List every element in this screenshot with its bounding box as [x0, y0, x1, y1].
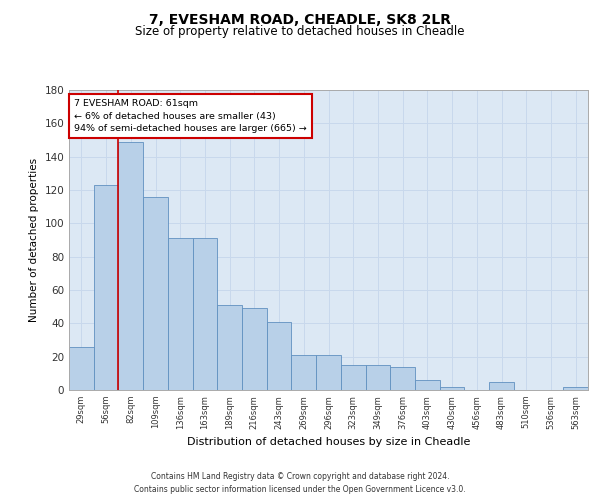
- Bar: [242, 308, 267, 390]
- Text: Contains HM Land Registry data © Crown copyright and database right 2024.
Contai: Contains HM Land Registry data © Crown c…: [134, 472, 466, 494]
- Bar: [292, 355, 316, 390]
- Bar: [118, 142, 143, 390]
- Text: Size of property relative to detached houses in Cheadle: Size of property relative to detached ho…: [135, 25, 465, 38]
- Bar: [440, 386, 464, 390]
- Y-axis label: Number of detached properties: Number of detached properties: [29, 158, 39, 322]
- Bar: [267, 322, 292, 390]
- Text: 7, EVESHAM ROAD, CHEADLE, SK8 2LR: 7, EVESHAM ROAD, CHEADLE, SK8 2LR: [149, 12, 451, 26]
- Bar: [563, 386, 588, 390]
- Bar: [217, 305, 242, 390]
- Bar: [168, 238, 193, 390]
- Bar: [316, 355, 341, 390]
- Bar: [193, 238, 217, 390]
- Bar: [390, 366, 415, 390]
- Bar: [69, 346, 94, 390]
- Bar: [489, 382, 514, 390]
- Bar: [365, 365, 390, 390]
- Bar: [143, 196, 168, 390]
- Text: 7 EVESHAM ROAD: 61sqm
← 6% of detached houses are smaller (43)
94% of semi-detac: 7 EVESHAM ROAD: 61sqm ← 6% of detached h…: [74, 99, 307, 133]
- Bar: [415, 380, 440, 390]
- X-axis label: Distribution of detached houses by size in Cheadle: Distribution of detached houses by size …: [187, 437, 470, 447]
- Bar: [341, 365, 365, 390]
- Bar: [94, 185, 118, 390]
